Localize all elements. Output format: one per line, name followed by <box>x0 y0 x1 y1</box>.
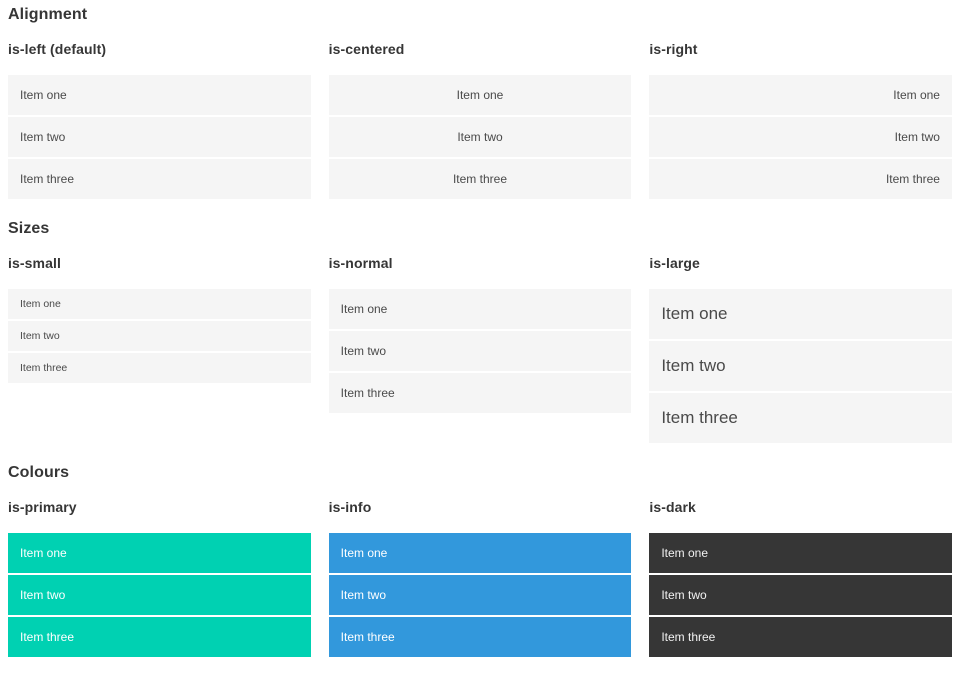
column-heading: is-dark <box>649 499 696 516</box>
list-item: Item three <box>328 372 632 413</box>
list-item: Item one <box>649 288 952 339</box>
list-item: Item two <box>328 330 632 371</box>
item-list-small: Item one Item two Item three <box>8 288 311 383</box>
item-list-normal: Item one Item two Item three <box>328 288 632 413</box>
list-item: Item one <box>649 532 952 573</box>
list-item: Item one <box>8 532 311 573</box>
column-is-centered: is-centered Item one Item two Item three <box>328 41 632 199</box>
column-heading: is-centered <box>328 41 405 58</box>
list-item: Item three <box>328 158 632 199</box>
section-title: Sizes <box>8 219 50 237</box>
column-heading: is-right <box>649 41 698 58</box>
item-list-large: Item one Item two Item three <box>649 288 952 443</box>
item-list-right: Item one Item two Item three <box>649 74 952 199</box>
column-is-info: is-info Item one Item two Item three <box>328 499 632 657</box>
list-item: Item one <box>8 74 311 115</box>
column-heading: is-primary <box>8 499 77 516</box>
section-alignment: Alignment is-left (default) Item one Ite… <box>8 5 952 199</box>
list-item: Item two <box>649 574 952 615</box>
list-item: Item two <box>649 340 952 391</box>
item-list-dark: Item one Item two Item three <box>649 532 952 657</box>
list-item: Item two <box>328 116 632 157</box>
list-item: Item one <box>328 74 632 115</box>
item-list-info: Item one Item two Item three <box>328 532 632 657</box>
section-sizes: Sizes is-small Item one Item two Item th… <box>8 219 952 443</box>
list-item: Item three <box>649 616 952 657</box>
column-heading: is-left (default) <box>8 41 107 58</box>
list-item: Item three <box>8 616 311 657</box>
list-item: Item two <box>328 574 632 615</box>
column-heading: is-large <box>649 255 700 272</box>
list-item: Item two <box>649 116 952 157</box>
column-is-dark: is-dark Item one Item two Item three <box>649 499 952 657</box>
list-item: Item two <box>8 574 311 615</box>
section-title: Colours <box>8 463 70 481</box>
section-title: Alignment <box>8 6 88 23</box>
list-item: Item three <box>8 352 311 383</box>
list-item: Item three <box>649 158 952 199</box>
list-item: Item one <box>328 288 632 329</box>
column-heading: is-small <box>8 255 61 272</box>
item-list-left: Item one Item two Item three <box>8 74 311 199</box>
column-is-small: is-small Item one Item two Item three <box>8 255 311 383</box>
list-item: Item one <box>8 288 311 319</box>
list-item: Item three <box>649 392 952 443</box>
section-colours: Colours is-primary Item one Item two Ite… <box>8 463 952 657</box>
column-is-normal: is-normal Item one Item two Item three <box>328 255 632 413</box>
list-item: Item two <box>8 116 311 157</box>
sizes-columns: is-small Item one Item two Item three is… <box>8 255 952 443</box>
list-item: Item three <box>328 616 632 657</box>
column-is-large: is-large Item one Item two Item three <box>649 255 952 443</box>
list-item: Item one <box>649 74 952 115</box>
column-is-left: is-left (default) Item one Item two Item… <box>8 41 311 199</box>
list-item: Item one <box>328 532 632 573</box>
item-list-primary: Item one Item two Item three <box>8 532 311 657</box>
column-heading: is-info <box>328 499 372 516</box>
alignment-columns: is-left (default) Item one Item two Item… <box>8 41 952 199</box>
item-list-centered: Item one Item two Item three <box>328 74 632 199</box>
column-is-right: is-right Item one Item two Item three <box>649 41 952 199</box>
list-item: Item three <box>8 158 311 199</box>
colours-columns: is-primary Item one Item two Item three … <box>8 499 952 657</box>
column-heading: is-normal <box>328 255 393 272</box>
column-is-primary: is-primary Item one Item two Item three <box>8 499 311 657</box>
list-item: Item two <box>8 320 311 351</box>
